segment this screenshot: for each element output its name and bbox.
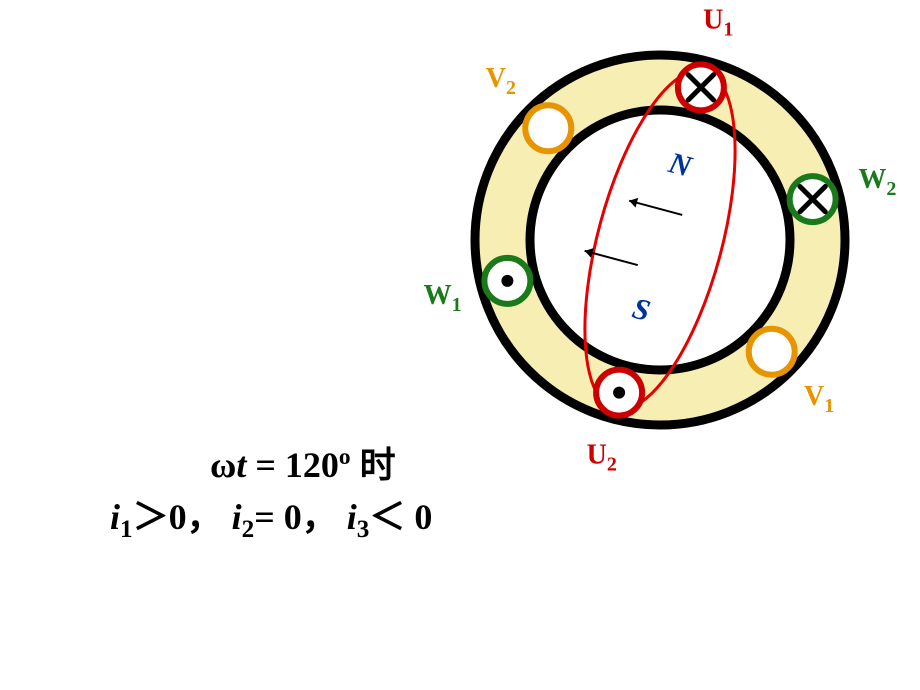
motor-diagram: NSU1W2V1U2W1V2 bbox=[0, 0, 920, 690]
slot-v1 bbox=[749, 329, 795, 375]
caption-line-2: i1＞0， i2= 0， i3＜ 0 bbox=[110, 492, 432, 547]
caption-line-1: ωt = 120o 时 bbox=[210, 440, 396, 490]
slot-v2 bbox=[525, 105, 571, 151]
stage: NSU1W2V1U2W1V2 ωt = 120o 时 i1＞0， i2= 0， … bbox=[0, 0, 920, 690]
slot-label-v2: V2 bbox=[486, 63, 516, 98]
slot-label-u2: U2 bbox=[587, 440, 617, 475]
slot-label-u1: U1 bbox=[703, 5, 733, 40]
slot-label-v1: V1 bbox=[804, 382, 834, 417]
slot-label-w2: W2 bbox=[858, 164, 896, 199]
slot-label-w1: W1 bbox=[424, 281, 462, 316]
